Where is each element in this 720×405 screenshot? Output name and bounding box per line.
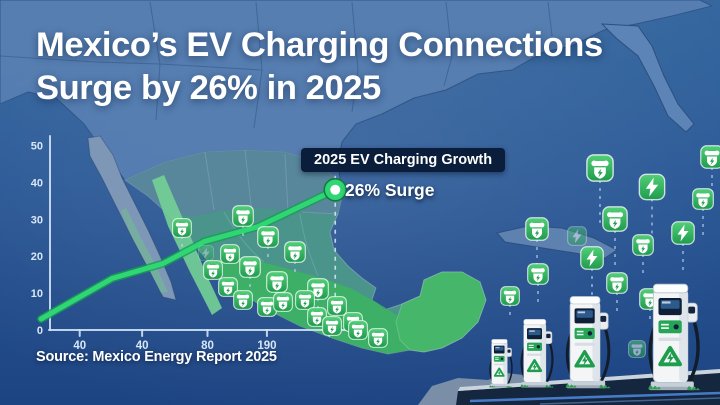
- ev-charger-icon: [628, 340, 646, 358]
- lightning-bolt-icon: [198, 245, 214, 261]
- headline-line1: Mexico’s EV Charging Connections: [36, 26, 603, 64]
- headline: Mexico’s EV Charging Connections Surge b…: [36, 24, 603, 110]
- ev-charger-icon: [203, 260, 223, 280]
- ev-charger-icon: [606, 272, 628, 294]
- ev-charger-icon: [327, 296, 347, 316]
- road-lane-stripe-2: [539, 397, 720, 405]
- baja-peninsula: [87, 135, 177, 301]
- lightning-bolt-icon: [638, 173, 666, 201]
- ev-charger-icon: [700, 145, 720, 169]
- ev-charger-icon: [586, 154, 614, 182]
- callout-box: 2025 EV Charging Growth: [301, 148, 506, 172]
- ev-charger-icon: [632, 234, 654, 256]
- y-tick-label: 20: [31, 251, 43, 263]
- x-tick-label: 40: [73, 340, 86, 352]
- ev-charger-icon: [692, 188, 714, 210]
- ev-charger-icon: [525, 217, 549, 241]
- surge-badge: 26% Surge: [345, 180, 435, 200]
- ev-charger-icon: [348, 320, 368, 340]
- florida-peninsula: [600, 23, 695, 133]
- ev-charger-icon: [322, 316, 342, 336]
- y-tick-label: 50: [31, 141, 43, 153]
- ev-charger-icon: [257, 226, 279, 248]
- y-tick-label: 40: [31, 177, 43, 189]
- baja-green-strip: [121, 208, 168, 293]
- ev-charger-icon: [602, 206, 628, 232]
- us-state-borders: [0, 1, 553, 129]
- ev-charger-icon: [368, 328, 388, 348]
- x-tick-label: 40: [136, 340, 149, 352]
- source-caption: Source: Mexico Energy Report 2025: [36, 349, 277, 365]
- y-tick-label: 10: [31, 288, 43, 300]
- road-platform: [456, 373, 720, 405]
- lightning-bolt-icon: [580, 246, 604, 270]
- ev-charger-icon: [220, 244, 240, 264]
- yucatan-peninsula: [395, 271, 487, 353]
- mexico-north-region: [125, 150, 342, 216]
- x-tick-label: 190: [257, 340, 276, 352]
- lightning-bolt-icon: [567, 226, 587, 246]
- ev-charger-icon: [266, 271, 288, 293]
- headline-line2: Surge by 26% in 2025: [36, 69, 381, 107]
- ev-charger-icon: [527, 263, 549, 285]
- mexico-state-borders: [204, 149, 339, 277]
- growth-chart: 0 10 20 30 40 50 40 40 80 190: [31, 135, 365, 352]
- ev-charger-icon: [239, 256, 261, 278]
- ev-charger-icon: [172, 218, 192, 238]
- lightning-bolt-icon: [671, 221, 695, 245]
- charging-map-markers: [172, 145, 720, 358]
- endpoint-marker-center: [330, 184, 341, 195]
- ev-charger-icon: [273, 292, 293, 312]
- ev-charger-icon: [284, 241, 306, 263]
- x-tick-label: 80: [201, 340, 214, 352]
- sierra-madre-strip: [152, 175, 222, 315]
- y-tick-label: 0: [37, 325, 43, 337]
- y-tick-label: 30: [31, 214, 43, 226]
- ev-charger-icon: [233, 290, 253, 310]
- ev-charger-icon: [295, 290, 315, 310]
- road-lane-stripe: [469, 391, 720, 403]
- ev-charger-icon: [500, 286, 520, 306]
- growth-line: [38, 187, 338, 322]
- ev-charger-icon: [232, 205, 254, 227]
- callout-label: 2025 EV Charging Growth: [314, 152, 493, 168]
